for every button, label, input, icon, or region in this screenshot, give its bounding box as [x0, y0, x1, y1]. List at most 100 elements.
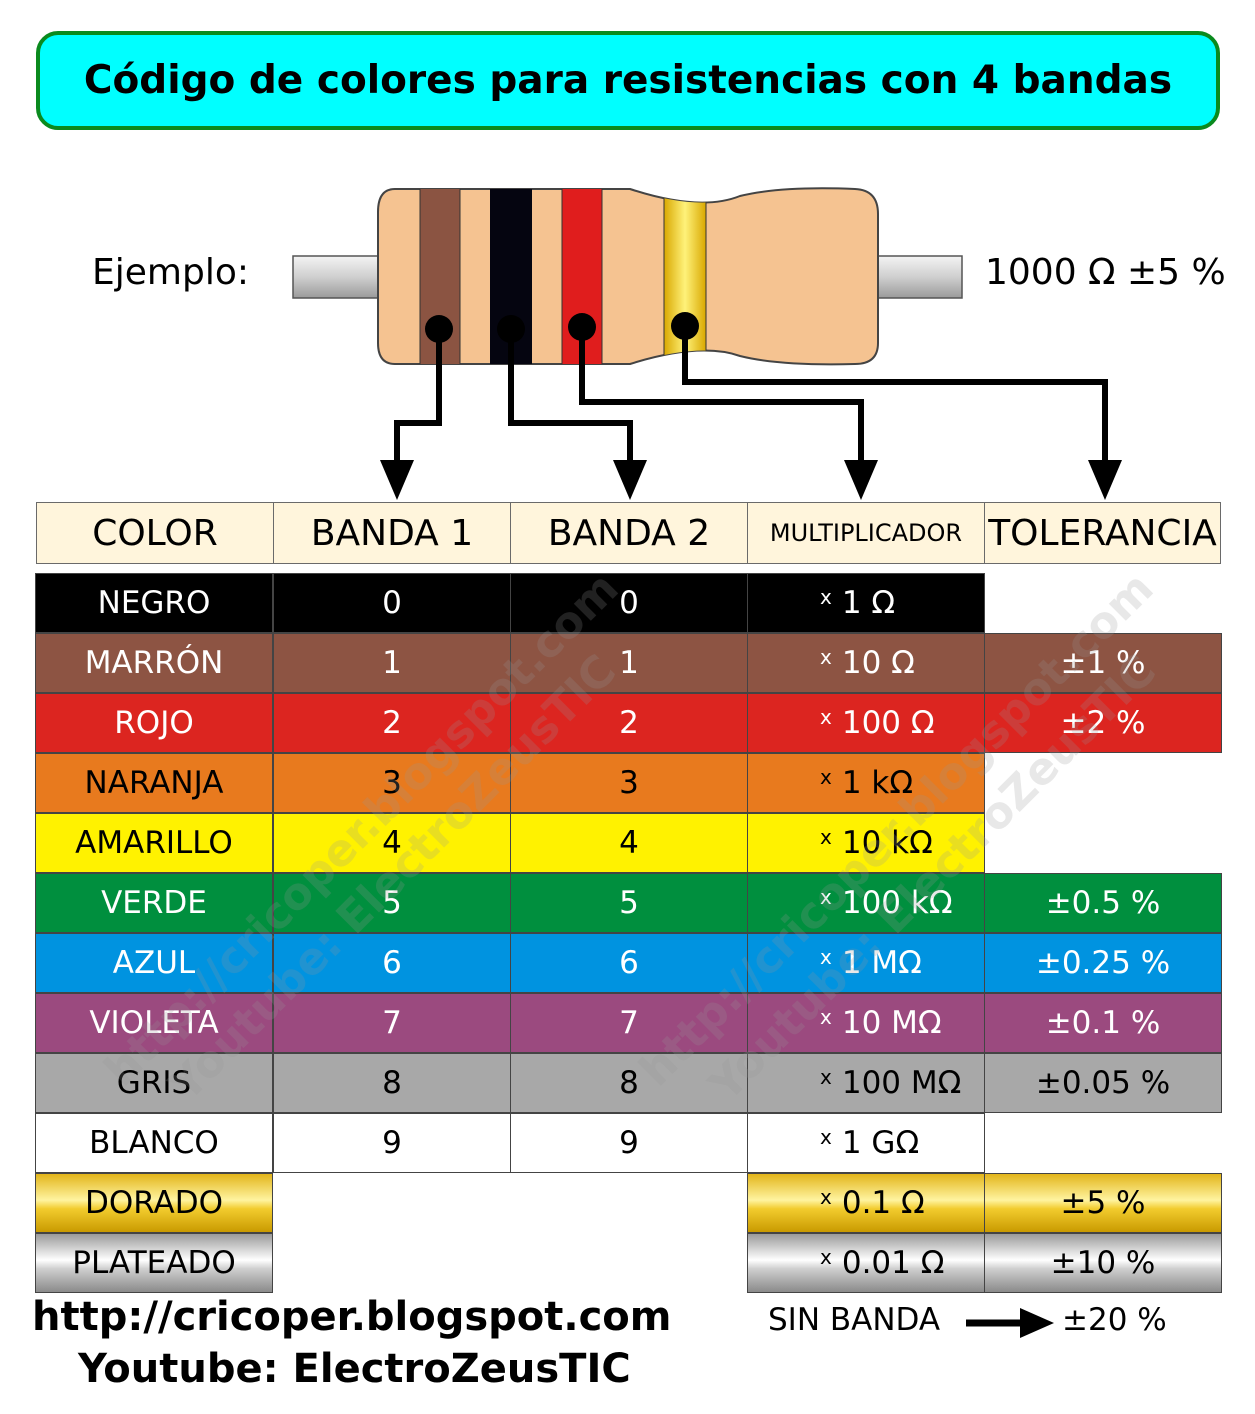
multiply-sign: x	[820, 765, 832, 789]
band-1-cell: 9	[273, 1113, 511, 1173]
multiplier-value: 10 Ω	[841, 645, 915, 681]
tolerance-cell: ±0.25 %	[984, 933, 1222, 993]
band-1-cell	[273, 1233, 511, 1293]
multiply-sign: x	[820, 825, 832, 849]
color-name-cell: VERDE	[35, 873, 273, 933]
multiply-sign: x	[820, 885, 832, 909]
header-tolerance: TOLERANCIA	[984, 502, 1221, 564]
multiplier-cell: x 10 kΩ	[747, 813, 985, 873]
tolerance-cell: ±0.1 %	[984, 993, 1222, 1053]
arrowhead-band-4	[1088, 460, 1122, 500]
table-row: AZUL 6 6 x 1 MΩ ±0.25 %	[35, 933, 1222, 993]
table-row: VERDE 5 5 x 100 kΩ ±0.5 %	[35, 873, 1222, 933]
multiplier-value: 0.01 Ω	[841, 1245, 945, 1281]
table-row: DORADO x 0.1 Ω ±5 %	[35, 1173, 1222, 1233]
color-name-cell: DORADO	[35, 1173, 273, 1233]
table-row: NARANJA 3 3 x 1 kΩ	[35, 753, 1222, 813]
band-2-cell: 3	[510, 753, 748, 813]
multiply-sign: x	[820, 1245, 832, 1269]
tolerance-cell: ±5 %	[984, 1173, 1222, 1233]
band-1-cell: 3	[273, 753, 511, 813]
band-1-cell: 4	[273, 813, 511, 873]
band-1-cell: 5	[273, 873, 511, 933]
multiplier-value: 100 MΩ	[841, 1065, 962, 1101]
arrow-band-2	[508, 329, 633, 468]
multiplier-cell: x 10 MΩ	[747, 993, 985, 1053]
multiplier-cell: x 1 Ω	[747, 573, 985, 633]
header-multiplier: MULTIPLICADOR	[747, 502, 985, 564]
color-name-cell: AZUL	[35, 933, 273, 993]
arrowhead-band-3	[844, 460, 878, 500]
tolerance-cell: ±0.5 %	[984, 873, 1222, 933]
multiplier-cell: x 100 MΩ	[747, 1053, 985, 1113]
no-band-value: ±20 %	[1062, 1302, 1167, 1338]
tolerance-cell: ±0.05 %	[984, 1053, 1222, 1113]
multiplier-cell: x 1 GΩ	[747, 1113, 985, 1173]
multiply-sign: x	[820, 1185, 832, 1209]
multiplier-value: 10 MΩ	[841, 1005, 942, 1041]
table-row: AMARILLO 4 4 x 10 kΩ	[35, 813, 1222, 873]
multiplier-value: 1 Ω	[841, 585, 896, 621]
color-name-cell: NARANJA	[35, 753, 273, 813]
table-row: MARRÓN 1 1 x 10 Ω ±1 %	[35, 633, 1222, 693]
table-row: BLANCO 9 9 x 1 GΩ	[35, 1113, 1222, 1173]
tolerance-cell: ±2 %	[984, 693, 1222, 753]
arrow-band-1	[394, 329, 442, 468]
resistor-lead-right	[871, 255, 963, 299]
multiply-sign: x	[820, 1065, 832, 1089]
multiply-sign: x	[820, 705, 832, 729]
multiplier-value: 10 kΩ	[841, 825, 933, 861]
table-row: ROJO 2 2 x 100 Ω ±2 %	[35, 693, 1222, 753]
band-1-cell: 1	[273, 633, 511, 693]
color-name-cell: MARRÓN	[35, 633, 273, 693]
multiplier-cell: x 10 Ω	[747, 633, 985, 693]
table-row: NEGRO 0 0 x 1 Ω	[35, 573, 1222, 633]
footer-blog-link[interactable]: http://cricoper.blogspot.com	[32, 1294, 672, 1340]
band-2-cell: 5	[510, 873, 748, 933]
multiplier-cell: x 1 kΩ	[747, 753, 985, 813]
tolerance-cell	[984, 1113, 1222, 1173]
band-1-cell: 6	[273, 933, 511, 993]
no-band-arrow-icon	[966, 1308, 1054, 1338]
tolerance-cell: ±10 %	[984, 1233, 1222, 1293]
example-value: 1000 Ω ±5 %	[985, 252, 1226, 293]
color-name-cell: PLATEADO	[35, 1233, 273, 1293]
band-1-cell: 2	[273, 693, 511, 753]
color-name-cell: VIOLETA	[35, 993, 273, 1053]
arrowhead-band-2	[613, 460, 647, 500]
band-1-cell: 0	[273, 573, 511, 633]
multiply-sign: x	[820, 585, 832, 609]
table-row: VIOLETA 7 7 x 10 MΩ ±0.1 %	[35, 993, 1222, 1053]
color-name-cell: ROJO	[35, 693, 273, 753]
band-2-cell: 4	[510, 813, 748, 873]
band-1-cell: 8	[273, 1053, 511, 1113]
tolerance-cell: ±1 %	[984, 633, 1222, 693]
table-row: GRIS 8 8 x 100 MΩ ±0.05 %	[35, 1053, 1222, 1113]
arrow-band-3	[579, 327, 864, 468]
multiplier-cell: x 0.1 Ω	[747, 1173, 985, 1233]
band-2-cell	[510, 1173, 748, 1233]
multiply-sign: x	[820, 1005, 832, 1029]
multiplier-cell: x 100 Ω	[747, 693, 985, 753]
color-name-cell: NEGRO	[35, 573, 273, 633]
multiplier-value: 1 GΩ	[841, 1125, 920, 1161]
band-2-cell: 8	[510, 1053, 748, 1113]
band-1-cell: 7	[273, 993, 511, 1053]
color-name-cell: BLANCO	[35, 1113, 273, 1173]
multiplier-value: 1 MΩ	[841, 945, 922, 981]
band-2-cell: 9	[510, 1113, 748, 1173]
band-2-cell: 2	[510, 693, 748, 753]
band-2-cell: 6	[510, 933, 748, 993]
arrow-band-4	[682, 326, 1108, 468]
multiply-sign: x	[820, 1125, 832, 1149]
band-2-cell: 0	[510, 573, 748, 633]
multiplier-value: 100 kΩ	[841, 885, 953, 921]
header-color: COLOR	[36, 502, 274, 564]
color-name-cell: AMARILLO	[35, 813, 273, 873]
band-1-cell	[273, 1173, 511, 1233]
resistor-diagram	[292, 187, 1122, 500]
multiplier-cell: x 100 kΩ	[747, 873, 985, 933]
title-banner: Código de colores para resistencias con …	[36, 31, 1220, 130]
band-2-cell: 1	[510, 633, 748, 693]
table-row: PLATEADO x 0.01 Ω ±10 %	[35, 1233, 1222, 1293]
